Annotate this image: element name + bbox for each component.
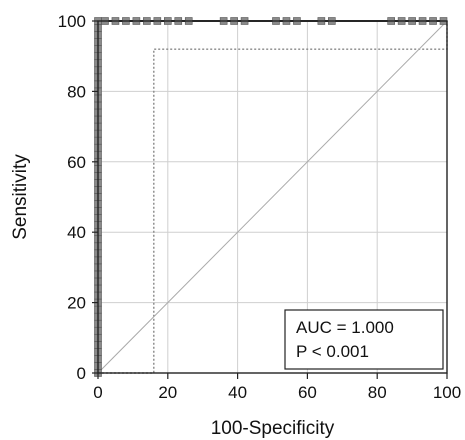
- y-tick-label: 40: [67, 223, 86, 242]
- x-tick-label: 0: [93, 383, 102, 402]
- y-tick-label: 60: [67, 153, 86, 172]
- grid-lines: [98, 21, 447, 373]
- x-tick-label: 80: [368, 383, 387, 402]
- auc-text: AUC = 1.000: [296, 318, 394, 337]
- y-tick-label: 100: [58, 12, 86, 31]
- x-tick-label: 60: [298, 383, 317, 402]
- x-tick-label: 20: [158, 383, 177, 402]
- p-value-text: P < 0.001: [296, 342, 369, 361]
- diagonal-line: [97, 20, 448, 374]
- x-tick-labels: 0 20 40 60 80 100: [93, 383, 461, 402]
- reference-diagonal-line: [97, 20, 448, 374]
- y-tick-label: 80: [67, 82, 86, 101]
- y-tick-labels: 0 20 40 60 80 100: [58, 12, 86, 383]
- y-axis-title: Sensitivity: [10, 154, 31, 240]
- x-axis-title: 100-Specificity: [211, 418, 335, 439]
- x-tick-label: 100: [433, 383, 461, 402]
- plot-frame: [97, 20, 448, 374]
- x-tick-label: 40: [228, 383, 247, 402]
- y-tick-label: 20: [67, 294, 86, 313]
- axis-ticks: [92, 20, 448, 379]
- y-tick-label: 0: [77, 364, 86, 383]
- auc-annotation-box: AUC = 1.000 P < 0.001: [284, 309, 444, 370]
